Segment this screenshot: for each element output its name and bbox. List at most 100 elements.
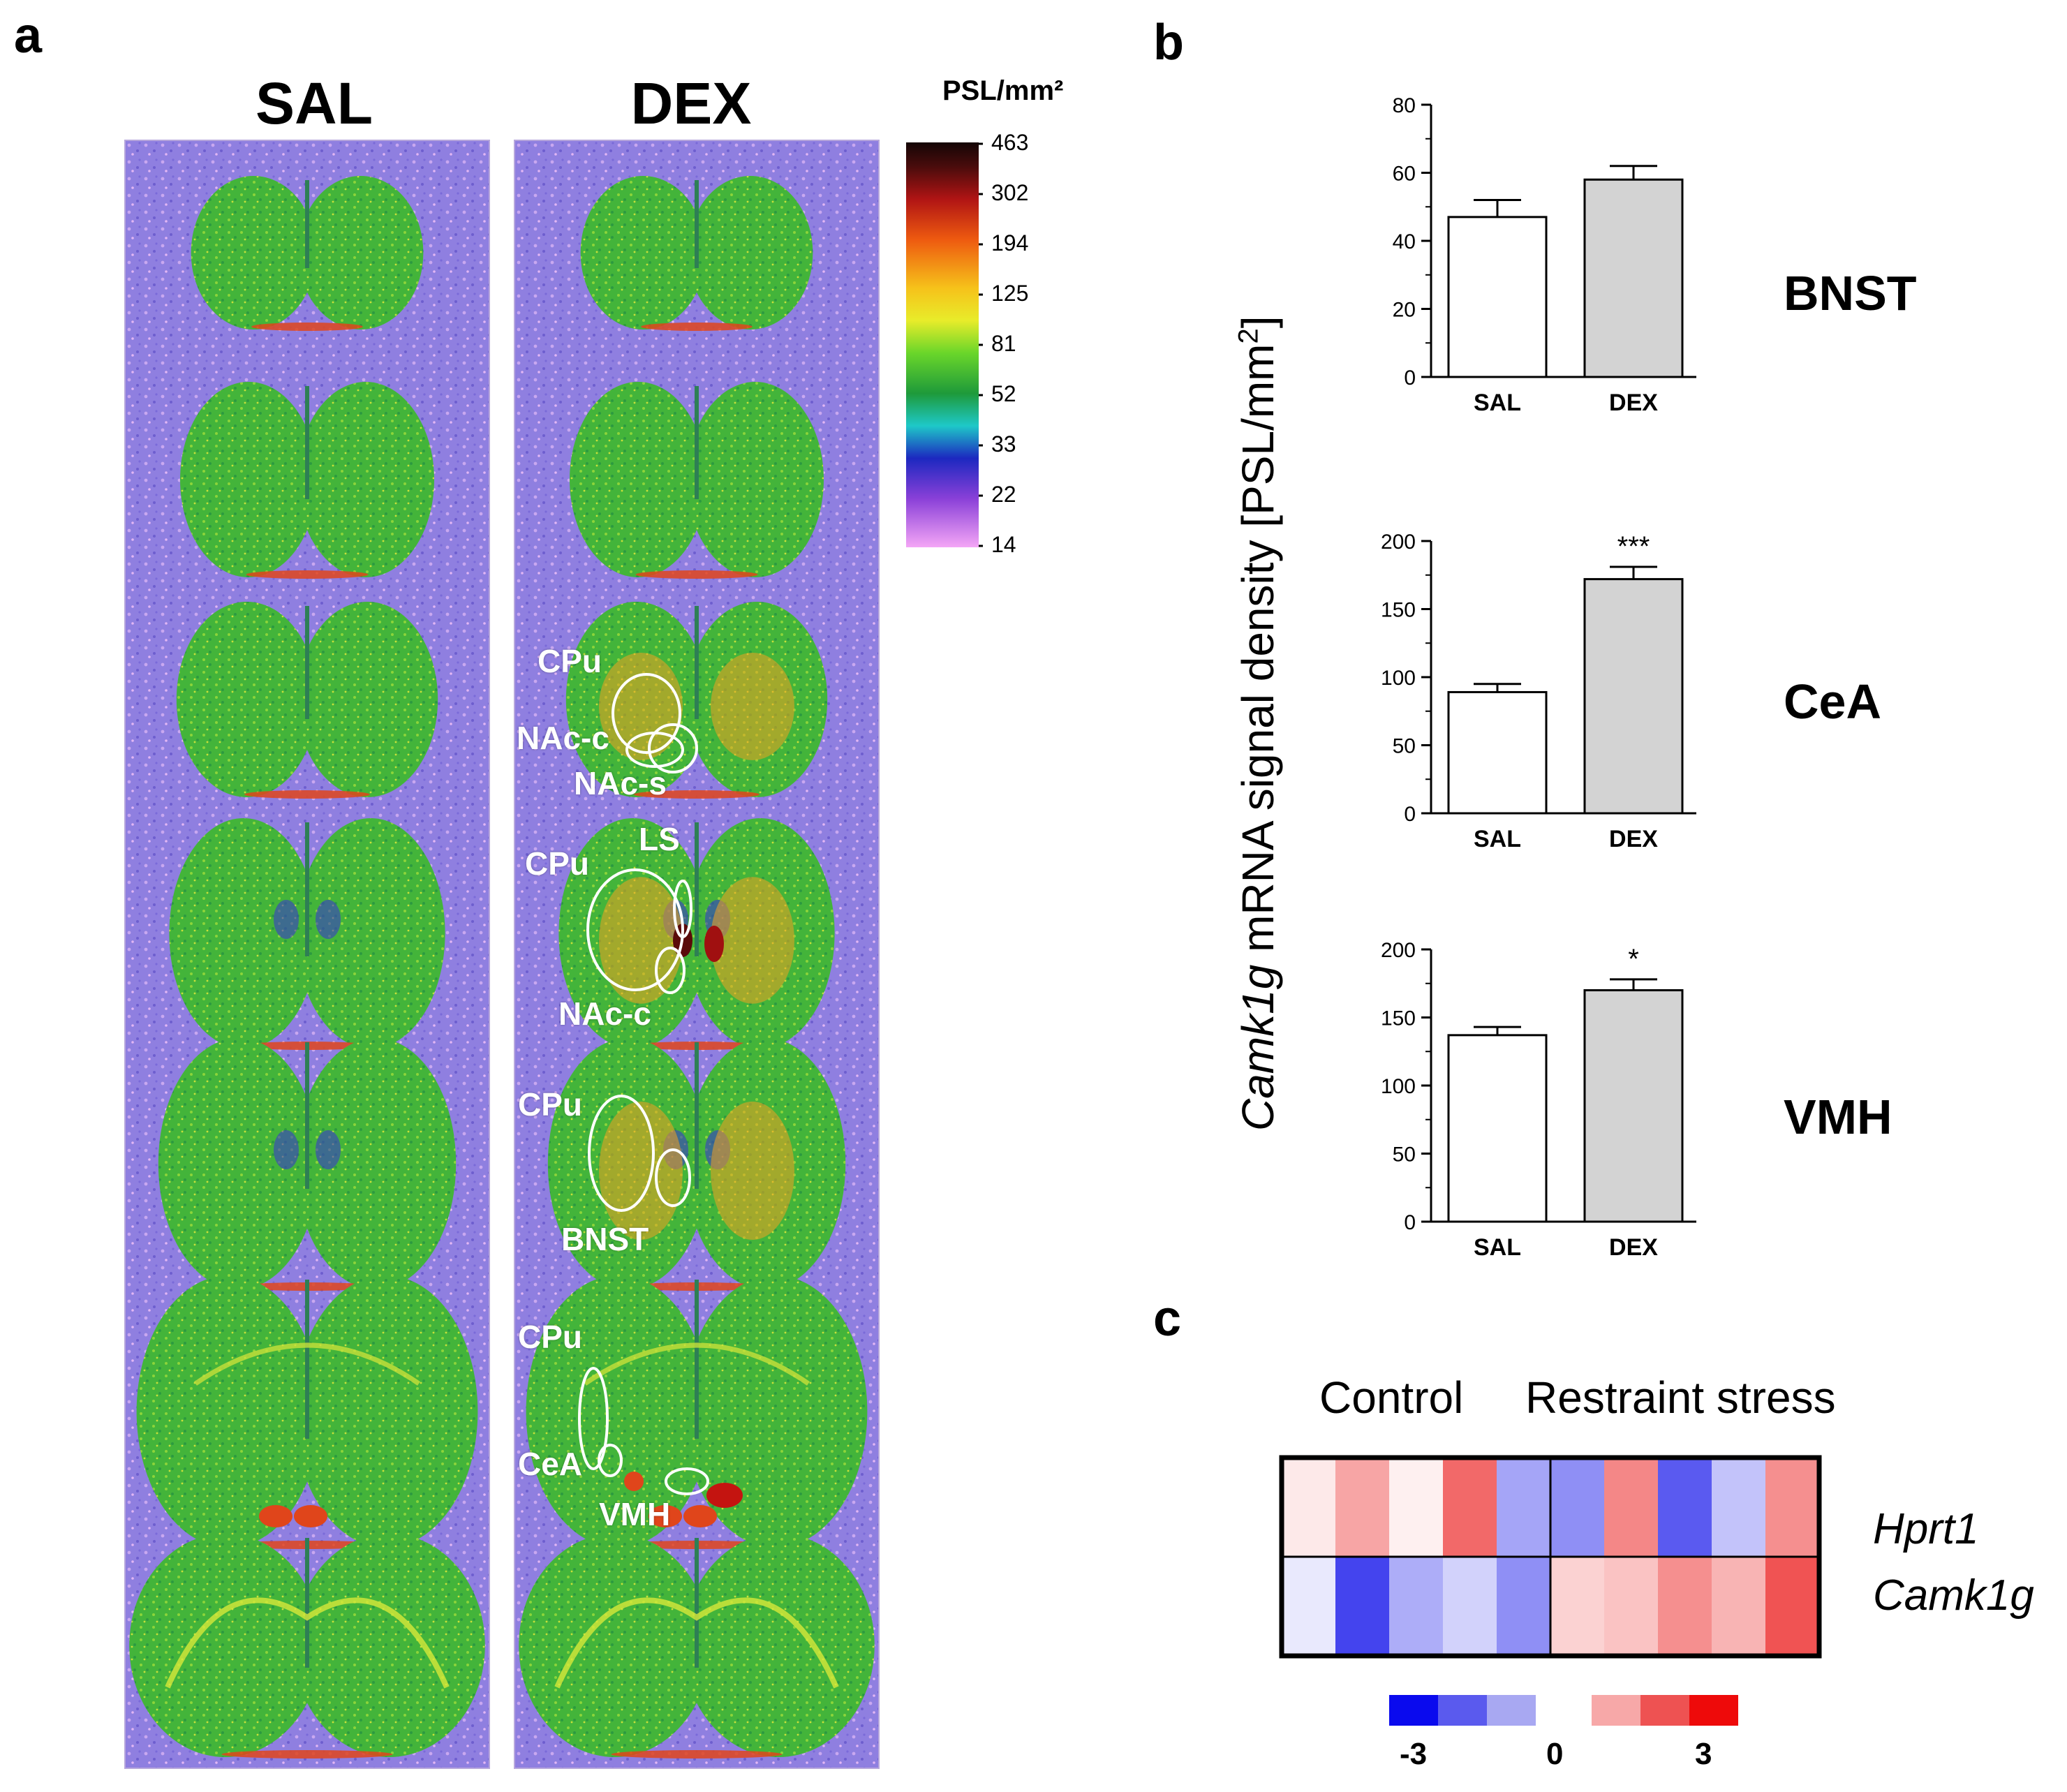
- dex-brain-sections: [515, 141, 878, 1768]
- y-tick-label: 150: [1381, 1007, 1416, 1030]
- gene-label-hprt1: Hprt1: [1873, 1505, 1979, 1553]
- brain-section: [519, 1534, 875, 1758]
- vmh-region-label: VMH: [1784, 1090, 1892, 1144]
- color-scale-bar: [906, 142, 983, 547]
- significance-marker: *: [1628, 944, 1639, 975]
- x-tick-label: DEX: [1609, 826, 1658, 852]
- restraint-stress-group-label: Restraint stress: [1525, 1372, 1836, 1423]
- y-tick-label: 0: [1404, 1211, 1416, 1234]
- heatmap-cell: [1497, 1557, 1550, 1656]
- y-tick-label: 150: [1381, 599, 1416, 622]
- dex-column-title: DEX: [630, 71, 752, 136]
- color-scale-tick: 22: [991, 482, 1016, 507]
- color-scale-tick: 52: [991, 381, 1016, 406]
- heatmap-cell: [1335, 1557, 1389, 1656]
- color-scale-tick: 81: [991, 331, 1016, 356]
- sal-column-title: SAL: [255, 71, 373, 136]
- heatmap-cell: [1335, 1458, 1389, 1557]
- vmh-outline: [665, 1467, 709, 1495]
- heatmap-cell: [1712, 1557, 1765, 1656]
- label-nac-core-section4: NAc-c: [558, 995, 651, 1032]
- cpu-outline: [588, 1095, 655, 1212]
- color-scale-tick: 14: [991, 532, 1016, 557]
- y-tick-label: 0: [1404, 803, 1416, 826]
- color-scale-tick: 302: [991, 180, 1029, 205]
- y-tick-label: 40: [1393, 230, 1416, 253]
- brain-section: [191, 176, 424, 331]
- ylabel-gene: Camk1g: [1233, 964, 1283, 1131]
- y-tick-label: 0: [1404, 366, 1416, 390]
- brain-section: [129, 1534, 485, 1758]
- legend-swatch: [1438, 1695, 1487, 1726]
- brain-section: [180, 382, 434, 579]
- heatmap-cell: [1658, 1557, 1712, 1656]
- brain-section: [169, 818, 445, 1050]
- x-tick-label: SAL: [1474, 826, 1521, 852]
- cpu-outline: [612, 673, 681, 754]
- heatmap-cell: [1497, 1458, 1550, 1557]
- label-cpu-section6: CPu: [518, 1319, 582, 1355]
- brain-section: [158, 1038, 457, 1291]
- heatmap-cell: [1765, 1557, 1819, 1656]
- label-bnst-section5: BNST: [561, 1221, 649, 1257]
- bnst-outline: [655, 1148, 691, 1207]
- y-tick-label: 100: [1381, 667, 1416, 690]
- label-cpu-section5: CPu: [518, 1086, 582, 1123]
- legend-tick-max: 3: [1695, 1737, 1712, 1771]
- vmh-bar-chart: 0 50 100 150 200 SAL DEX *: [1381, 939, 1696, 1261]
- bar-sal: [1447, 690, 1548, 815]
- label-vmh-section6: VMH: [599, 1496, 671, 1532]
- x-tick-label: SAL: [1474, 390, 1521, 416]
- cea-outline: [598, 1444, 623, 1477]
- nac-shell-outline: [648, 723, 698, 773]
- heatmap-cell: [1389, 1458, 1443, 1557]
- legend-swatch: [1640, 1695, 1689, 1726]
- bar-sal: [1447, 216, 1548, 378]
- panel-b-y-axis-label: Camk1g mRNA signal density [PSL/mm2]: [1232, 316, 1284, 1131]
- x-tick-label: DEX: [1609, 390, 1658, 416]
- ls-outline: [673, 880, 692, 938]
- legend-swatch: [1389, 1695, 1438, 1726]
- y-tick-label: 80: [1393, 94, 1416, 117]
- label-nac-shell-section3: NAc-s: [574, 765, 667, 801]
- panel-c-letter: c: [1153, 1291, 1182, 1347]
- legend-swatch: [1592, 1695, 1640, 1726]
- dex-autoradiograph-strip: [514, 140, 880, 1769]
- bar-sal: [1447, 1034, 1548, 1223]
- panel-a-letter: a: [14, 8, 43, 64]
- color-scale-tick: 125: [991, 281, 1029, 306]
- heatmap-color-legend: [1389, 1695, 1738, 1726]
- heatmap-cell: [1443, 1458, 1497, 1557]
- brain-section: [526, 1275, 868, 1549]
- legend-tick-min: -3: [1400, 1737, 1428, 1771]
- bar-dex: [1583, 989, 1684, 1223]
- heatmap-cell: [1282, 1557, 1335, 1656]
- expression-heatmap: [1279, 1455, 1822, 1659]
- label-ls-section4: LS: [639, 821, 680, 857]
- legend-swatch: [1487, 1695, 1536, 1726]
- label-cea-section6: CeA: [518, 1446, 583, 1482]
- heatmap-border: [1279, 1455, 1822, 1659]
- cea-bar-chart: 0 50 100 150 200 SAL DEX ***: [1381, 531, 1696, 852]
- y-tick-label: 60: [1393, 163, 1416, 186]
- cea-region-label: CeA: [1784, 674, 1882, 729]
- gene-label-camk1g: Camk1g: [1873, 1571, 2034, 1620]
- ylabel-superscript: 2: [1233, 328, 1264, 344]
- y-tick-label: 50: [1393, 1143, 1416, 1167]
- heatmap-cell: [1389, 1557, 1443, 1656]
- brain-section: [547, 1038, 846, 1291]
- color-scale-tick: 33: [991, 431, 1016, 457]
- heatmap-cell: [1550, 1557, 1604, 1656]
- cpu-outline: [578, 1367, 609, 1470]
- label-nac-core-section3: NAc-c: [517, 720, 609, 756]
- legend-tick-zero: 0: [1546, 1737, 1564, 1771]
- heatmap-cell: [1282, 1458, 1335, 1557]
- bar-dex: [1583, 178, 1684, 378]
- bnst-region-label: BNST: [1784, 266, 1917, 320]
- color-scale-tick: 463: [991, 130, 1029, 155]
- color-scale-tick: 194: [991, 230, 1029, 256]
- bnst-bar-chart: 0 20 40 60 80 SAL DEX: [1393, 94, 1696, 416]
- x-tick-label: SAL: [1474, 1234, 1521, 1261]
- y-tick-label: 200: [1381, 531, 1416, 554]
- label-cpu-section3: CPu: [538, 643, 602, 679]
